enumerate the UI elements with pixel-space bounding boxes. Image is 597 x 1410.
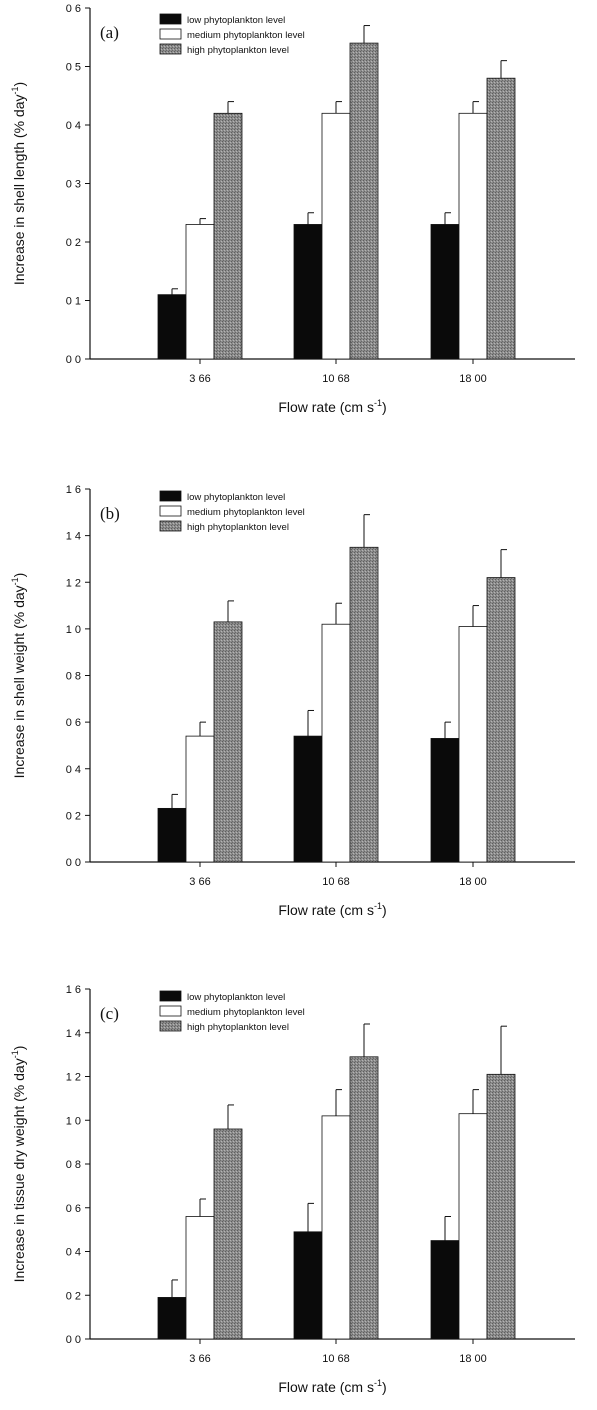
y-axis-title: Increase in shell weight (% day-1): [10, 573, 27, 779]
legend-label: medium phytoplankton level: [187, 1007, 305, 1018]
bar-medium: [185, 224, 215, 360]
bar-low: [157, 807, 187, 863]
x-tick-label: 3 66: [189, 1353, 210, 1365]
bar-medium: [185, 735, 215, 863]
y-tick-label: 0 4: [66, 1247, 81, 1259]
legend-swatch-low: [159, 13, 182, 25]
bar-medium: [321, 623, 351, 863]
chart-panel-2: 0 0 0 2 0 4 0 6 0 8 1 0 1 2 1 4 1 6 3 66 10 68 18 0…: [10, 484, 575, 918]
legend-label: low phytoplankton level: [187, 492, 285, 503]
y-tick-label: 0 0: [66, 857, 81, 869]
chart-panel-3: 0 0 0 2 0 4 0 6 0 8 1 0 1 2 1 4 1 6 3 66 10 68 18 0…: [10, 984, 575, 1395]
panel-label: (a): [100, 23, 119, 42]
y-tick-label: 1 6: [66, 984, 81, 996]
legend-swatch-medium: [159, 1005, 182, 1017]
y-tick-label: 0 3: [66, 179, 81, 191]
bar-low: [157, 1297, 187, 1340]
panel-label: (c): [100, 1004, 119, 1023]
y-tick-label: 0 1: [66, 296, 81, 308]
bar-high: [349, 1056, 379, 1340]
y-tick-label: 0 6: [66, 717, 81, 729]
y-tick-label: 1 2: [66, 1072, 81, 1084]
y-tick-label: 0 0: [66, 354, 81, 366]
bar-high: [486, 1073, 516, 1340]
x-axis-title: Flow rate (cm s-1): [278, 901, 386, 918]
x-tick-label: 18 00: [459, 1353, 487, 1365]
bar-high: [213, 621, 243, 863]
legend-label: low phytoplankton level: [187, 15, 285, 26]
legend-swatch-medium: [159, 28, 182, 40]
legend-label: medium phytoplankton level: [187, 30, 305, 41]
x-tick-label: 3 66: [189, 373, 210, 385]
y-tick-label: 1 4: [66, 531, 81, 543]
legend-swatch-low: [159, 490, 182, 502]
y-tick-label: 0 5: [66, 62, 81, 74]
y-tick-label: 1 6: [66, 484, 81, 496]
legend-label: medium phytoplankton level: [187, 507, 305, 518]
legend-label: high phytoplankton level: [187, 45, 289, 56]
y-tick-label: 0 8: [66, 671, 81, 683]
bar-high: [486, 77, 516, 360]
y-tick-label: 1 0: [66, 1115, 81, 1127]
y-tick-label: 1 4: [66, 1028, 81, 1040]
y-axis-title: Increase in tissue dry weight (% day-1): [10, 1046, 27, 1283]
y-tick-label: 1 0: [66, 624, 81, 636]
y-tick-label: 0 4: [66, 120, 81, 132]
bar-low: [293, 1231, 323, 1340]
bar-low: [430, 1240, 460, 1340]
y-axis-title: Increase in shell length (% day-1): [10, 82, 27, 285]
bar-low: [157, 294, 187, 360]
legend-swatch-high: [159, 1020, 182, 1032]
bar-high: [349, 546, 379, 863]
y-tick-label: 0 6: [66, 3, 81, 15]
bar-high: [213, 112, 243, 360]
y-tick-label: 0 2: [66, 1290, 81, 1302]
legend-swatch-high: [159, 520, 182, 532]
bar-low: [430, 224, 460, 360]
y-tick-label: 1 2: [66, 577, 81, 589]
panel-label: (b): [100, 504, 120, 523]
bar-medium: [458, 112, 488, 360]
bar-high: [486, 577, 516, 863]
bar-medium: [458, 1113, 488, 1340]
bar-low: [293, 224, 323, 360]
legend-label: high phytoplankton level: [187, 522, 289, 533]
legend-swatch-high: [159, 43, 182, 55]
bar-medium: [185, 1216, 215, 1340]
x-tick-label: 10 68: [322, 1353, 350, 1365]
chart-panel-1: 0 0 0 1 0 2 0 3 0 4 0 5 0 6 3 66 10 68 18 00 (a) lo…: [10, 3, 575, 415]
x-axis-title: Flow rate (cm s-1): [278, 1378, 386, 1395]
bar-medium: [458, 626, 488, 863]
bar-low: [293, 735, 323, 863]
x-tick-label: 10 68: [322, 373, 350, 385]
x-tick-label: 10 68: [322, 876, 350, 888]
legend-swatch-low: [159, 990, 182, 1002]
legend-label: low phytoplankton level: [187, 992, 285, 1003]
x-tick-label: 18 00: [459, 373, 487, 385]
legend-label: high phytoplankton level: [187, 1022, 289, 1033]
x-axis-title: Flow rate (cm s-1): [278, 398, 386, 415]
bar-high: [349, 42, 379, 360]
y-tick-label: 0 6: [66, 1203, 81, 1215]
bar-high: [213, 1128, 243, 1340]
y-tick-label: 0 4: [66, 764, 81, 776]
bar-medium: [321, 1115, 351, 1340]
y-tick-label: 0 2: [66, 810, 81, 822]
bar-low: [430, 738, 460, 863]
x-tick-label: 18 00: [459, 876, 487, 888]
y-tick-label: 0 2: [66, 237, 81, 249]
y-tick-label: 0 0: [66, 1334, 81, 1346]
bar-medium: [321, 112, 351, 360]
legend-swatch-medium: [159, 505, 182, 517]
y-tick-label: 0 8: [66, 1159, 81, 1171]
x-tick-label: 3 66: [189, 876, 210, 888]
